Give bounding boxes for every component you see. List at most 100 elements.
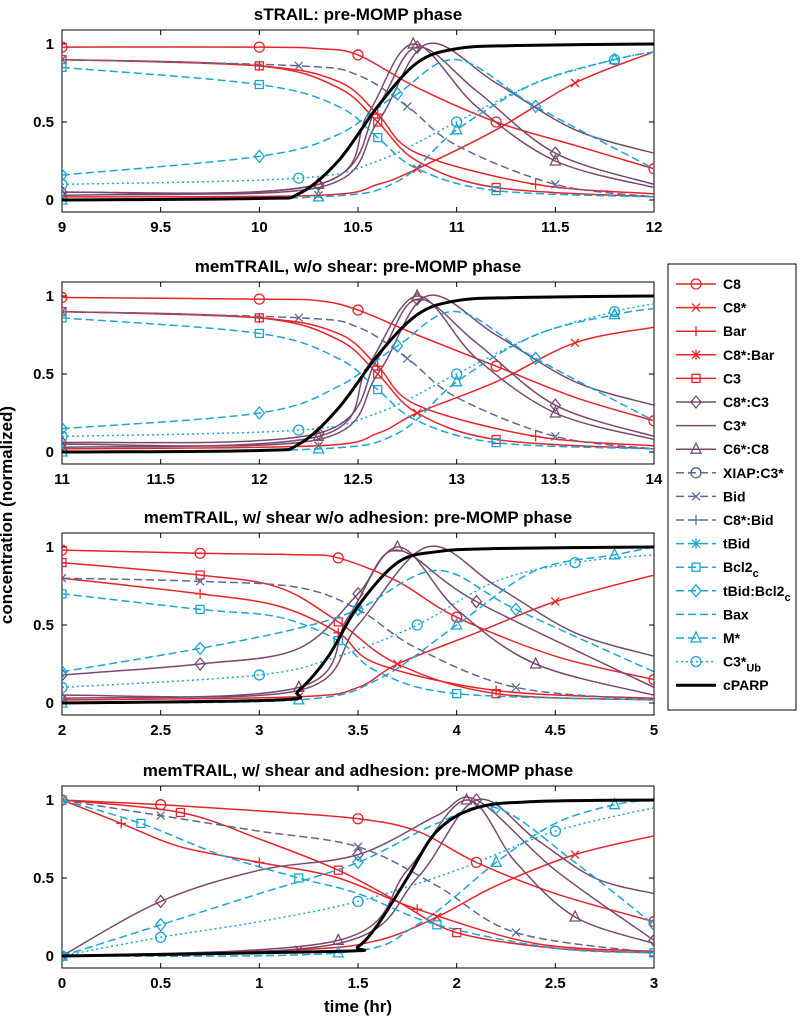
series-marker [62,313,67,323]
x-tick-label: 12.5 [343,471,372,488]
y-tick-label: 0.5 [33,870,54,887]
series-group [62,288,654,457]
legend-item: C3* [676,418,747,434]
series-marker [62,690,69,703]
series-marker [194,641,206,656]
legend-label: C8*:Bar [723,347,775,363]
x-tick-label: 0 [58,975,66,992]
x-tick-label: 9 [58,219,66,236]
legend-label: C8*:C3 [723,394,769,410]
series-group [62,792,654,964]
legend-item: Bcl2c [676,559,759,580]
series-marker [253,293,265,305]
series-marker [293,424,305,436]
series-marker [314,190,323,200]
series-marker [549,146,562,161]
series-line-c6-c8 [62,43,654,197]
x-tick-label: 2.5 [150,722,171,739]
series-marker [62,681,68,694]
series-line-c8 [62,296,654,422]
legend-item: C6*:C8 [676,441,769,457]
legend-label-sub: c [753,568,759,580]
series-marker [490,854,503,868]
series-marker [195,576,205,586]
series-marker [254,61,264,71]
series-line-c8 [62,549,654,681]
series-line-c3-ub [62,554,654,689]
series-line-c3-ub [62,303,654,438]
series-line-bar [62,58,654,195]
series-marker [253,669,265,681]
series-line-c3-ub [62,51,654,186]
series-marker [530,179,541,190]
legend-item: C8*:Bar [676,347,775,363]
y-tick-label: 1 [46,539,54,556]
series-marker [294,61,304,71]
chart-title: sTRAIL: pre-MOMP phase [254,5,462,24]
legend-label: C6*:C8 [723,441,769,457]
series-line-tbid-bcl2c [62,310,654,430]
series-marker [253,41,265,53]
series-line-c3 [62,58,654,198]
legend-label: C8*:Bid [723,512,774,528]
series-marker [511,682,521,692]
series-marker [570,338,580,348]
series-marker [352,602,364,617]
legend-label: C3*Ub [723,654,761,675]
series-marker [373,384,383,395]
y-tick-label: 0 [46,948,54,965]
series-line-c6-c8 [62,799,654,957]
series-marker [452,927,462,938]
series-marker [470,792,483,808]
chart-title: memTRAIL, w/ shear and adhesion: pre-MOM… [143,761,573,780]
legend-marker [691,373,701,384]
y-tick-label: 0.5 [33,366,54,383]
y-tick-label: 0 [46,192,54,209]
series-marker [136,818,146,829]
series-marker [253,149,266,164]
series-line-c6-c8 [62,546,654,700]
series-marker [450,374,463,387]
y-tick-label: 0 [46,444,54,461]
series-marker [391,539,404,552]
series-marker [491,185,501,196]
series-marker [608,52,621,65]
series-marker [62,948,68,964]
chart-title: memTRAIL, w/o shear: pre-MOMP phase [195,257,522,276]
legend-marker [691,349,701,360]
series-marker [407,36,420,49]
x-tick-label: 10 [251,219,268,236]
series-marker [312,428,325,442]
legend-marker [689,441,703,454]
series-marker [175,807,186,818]
x-tick-label: 11.5 [541,219,569,236]
series-marker [550,179,560,189]
series-line-bid [62,577,654,701]
series-marker [254,313,264,323]
series-line-c3 [62,799,654,954]
x-tick-label: 3 [255,722,263,739]
x-tick-label: 11 [54,471,70,488]
series-marker [62,573,67,583]
series-marker [490,360,502,372]
series-marker [294,313,304,323]
series-line-c3 [62,561,654,701]
series-marker [391,86,404,101]
chart-title: memTRAIL, w/ shear w/o adhesion: pre-MOM… [144,508,573,527]
series-marker [156,811,166,821]
legend-label: tBid:Bcl2c [723,583,791,604]
series-line-bcl2c [62,317,654,450]
series-marker [254,79,264,90]
series-marker [62,544,68,556]
chart-panel-3: memTRAIL, w/ shear w/o adhesion: pre-MOM… [33,508,658,739]
series-marker [194,547,206,559]
x-tick-label: 4.5 [545,722,566,739]
series-marker [62,187,69,200]
series-marker [195,604,205,615]
series-line-bar [62,799,654,953]
legend-label: Bax [723,606,749,622]
legend-label: Bid [723,488,746,504]
legend-label: XIAP:C3* [723,465,784,481]
legend-marker [690,583,702,598]
